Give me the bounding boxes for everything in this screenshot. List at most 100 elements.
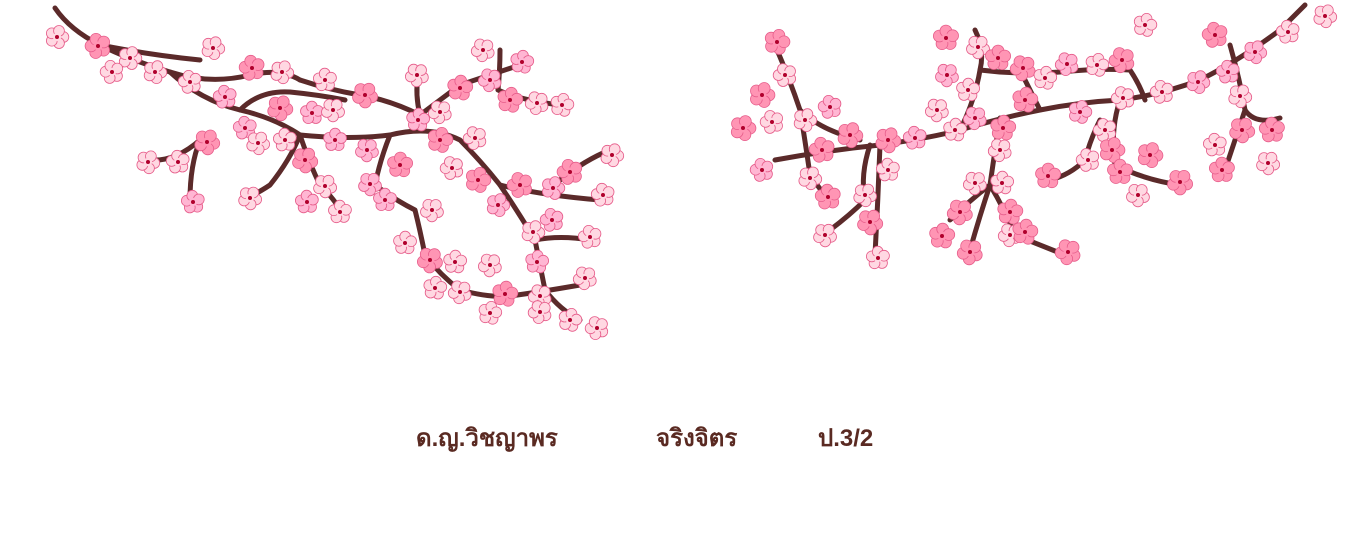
blossom bbox=[865, 245, 890, 270]
blossom bbox=[985, 44, 1011, 70]
blossom bbox=[990, 170, 1014, 195]
blossom bbox=[1126, 184, 1150, 208]
blossom bbox=[750, 82, 776, 108]
student-name: ด.ญ.วิชญาพร bbox=[416, 425, 558, 452]
blossom bbox=[875, 127, 902, 154]
blossom bbox=[212, 84, 237, 109]
blossom bbox=[817, 95, 842, 119]
blossom bbox=[924, 98, 949, 123]
blossom bbox=[272, 127, 297, 152]
blossom bbox=[1035, 162, 1061, 189]
blossom bbox=[808, 136, 835, 163]
blossom bbox=[764, 28, 791, 55]
blossom bbox=[267, 95, 294, 122]
blossom bbox=[1012, 218, 1039, 245]
blossom bbox=[292, 147, 319, 174]
blossom bbox=[1075, 148, 1100, 172]
blossom bbox=[358, 173, 382, 197]
blossom bbox=[584, 316, 609, 341]
blossom bbox=[443, 249, 468, 274]
blossom bbox=[497, 86, 524, 113]
blossom bbox=[238, 54, 265, 81]
blossom bbox=[427, 100, 452, 125]
blossom bbox=[1054, 239, 1081, 266]
blossom bbox=[527, 300, 552, 325]
blossom bbox=[1137, 142, 1164, 169]
blossom bbox=[857, 209, 884, 236]
blossom bbox=[558, 307, 583, 332]
blossom bbox=[600, 143, 625, 168]
blossom bbox=[1069, 100, 1093, 124]
blossom bbox=[462, 126, 487, 151]
blossom bbox=[1243, 40, 1268, 65]
blossom bbox=[1110, 86, 1135, 110]
blossom bbox=[84, 32, 110, 59]
blossom bbox=[492, 280, 519, 307]
blossom bbox=[956, 239, 983, 266]
blossom bbox=[524, 91, 549, 115]
blossom bbox=[814, 183, 841, 210]
blossom bbox=[328, 199, 352, 224]
blossom bbox=[1133, 12, 1158, 37]
blossom bbox=[990, 114, 1017, 141]
blossom bbox=[837, 122, 864, 149]
blossom bbox=[1258, 116, 1285, 143]
blossom bbox=[556, 159, 583, 185]
blossoms bbox=[45, 4, 1338, 341]
blossom bbox=[99, 60, 124, 84]
blossom bbox=[962, 171, 987, 196]
blossom bbox=[270, 60, 295, 85]
blossom bbox=[1149, 80, 1174, 104]
blossom bbox=[539, 208, 564, 232]
blossom bbox=[813, 223, 837, 248]
blossom bbox=[902, 125, 927, 150]
blossom bbox=[447, 74, 474, 101]
blossom bbox=[946, 199, 973, 226]
blossom bbox=[590, 182, 615, 207]
blossom bbox=[875, 157, 900, 182]
blossom bbox=[300, 100, 324, 124]
blossom bbox=[935, 63, 959, 88]
blossom bbox=[541, 176, 566, 200]
blossom bbox=[355, 138, 379, 163]
blossom bbox=[447, 280, 472, 305]
blossom bbox=[1229, 117, 1256, 144]
blossom bbox=[416, 247, 443, 274]
blossom bbox=[730, 115, 757, 142]
blossom bbox=[313, 174, 338, 199]
blossom bbox=[1009, 55, 1036, 82]
blossom bbox=[1054, 52, 1079, 76]
blossom bbox=[470, 38, 495, 63]
blossom bbox=[962, 106, 987, 131]
blossom bbox=[165, 149, 190, 174]
blossom bbox=[1209, 156, 1235, 183]
branch-28 bbox=[872, 142, 883, 258]
blossom bbox=[1107, 158, 1133, 184]
branch-3 bbox=[237, 89, 348, 113]
blossom bbox=[238, 186, 263, 211]
blossom bbox=[201, 36, 226, 60]
blossom bbox=[194, 129, 221, 156]
blossom bbox=[1256, 151, 1280, 176]
blossom bbox=[956, 77, 980, 102]
blossom bbox=[929, 222, 956, 249]
blossom bbox=[759, 110, 783, 134]
blossom bbox=[798, 166, 823, 191]
blossom bbox=[1228, 84, 1253, 109]
blossom bbox=[793, 108, 818, 132]
blossom bbox=[427, 127, 454, 153]
blossom bbox=[45, 25, 70, 49]
blossom bbox=[506, 172, 532, 198]
blossom bbox=[1167, 170, 1193, 196]
cherry-blossom-artwork bbox=[45, 2, 1338, 341]
blossom bbox=[477, 68, 502, 93]
blossom bbox=[321, 99, 345, 123]
blossom bbox=[393, 230, 417, 255]
blossom bbox=[772, 63, 796, 87]
blossom bbox=[420, 199, 444, 223]
blossom bbox=[943, 117, 967, 142]
blossom bbox=[477, 253, 502, 278]
blossom bbox=[1092, 118, 1116, 142]
blossom bbox=[1012, 86, 1039, 113]
blossom bbox=[932, 24, 959, 50]
